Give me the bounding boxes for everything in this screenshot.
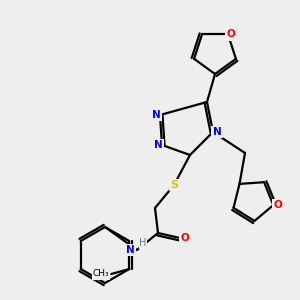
- Text: S: S: [170, 180, 178, 190]
- Text: O: O: [181, 233, 189, 243]
- Text: N: N: [152, 110, 160, 120]
- Text: O: O: [273, 200, 282, 210]
- Text: CH₃: CH₃: [93, 269, 109, 278]
- Text: N: N: [154, 140, 162, 150]
- Text: O: O: [226, 29, 235, 39]
- Text: N: N: [213, 127, 221, 137]
- Text: N: N: [126, 245, 135, 255]
- Text: H: H: [139, 238, 147, 248]
